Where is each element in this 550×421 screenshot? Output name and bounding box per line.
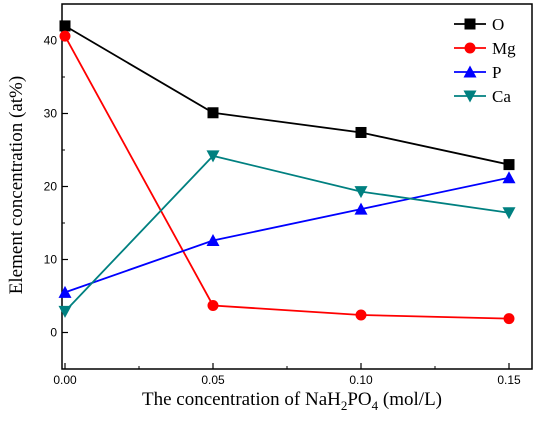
- legend-entry-ca: Ca: [454, 87, 511, 106]
- legend-label: O: [492, 15, 504, 34]
- x-tick-label: 0.10: [349, 373, 373, 387]
- series-mg: [59, 30, 515, 325]
- series-ca: [58, 150, 516, 318]
- y-axis-title: Element concentration (at%): [6, 76, 27, 294]
- x-title-sub: 2: [341, 398, 348, 413]
- x-title-part: (mol/L): [378, 389, 442, 410]
- data-point-o: [503, 159, 515, 171]
- data-point-p: [206, 234, 220, 247]
- data-point-p: [502, 171, 516, 184]
- data-point-p: [354, 202, 368, 215]
- x-tick-label: 0.00: [53, 373, 77, 387]
- x-tick-label: 0.05: [201, 373, 225, 387]
- y-tick-label: 20: [44, 180, 58, 194]
- data-point-ca: [354, 186, 368, 199]
- x-title-part: PO: [347, 389, 371, 410]
- data-point-p: [58, 285, 72, 298]
- data-point-ca: [58, 305, 72, 318]
- legend-label: Ca: [492, 87, 511, 106]
- legend-marker: [463, 90, 477, 103]
- y-tick-label: 10: [44, 253, 58, 267]
- data-point-o: [355, 126, 367, 138]
- series-line-p: [64, 176, 510, 294]
- data-point-mg: [355, 309, 367, 321]
- y-tick-label: 40: [44, 34, 58, 48]
- legend-marker: [463, 65, 477, 78]
- legend-label: Mg: [492, 39, 516, 58]
- legend-entry-o: O: [454, 15, 504, 34]
- x-tick-label: 0.15: [497, 373, 521, 387]
- data-point-o: [59, 20, 71, 32]
- x-title-part: The concentration of NaH: [142, 389, 341, 410]
- legend-marker: [464, 42, 476, 54]
- data-point-mg: [207, 299, 219, 311]
- data-point-mg: [503, 313, 515, 325]
- y-tick-label: 0: [50, 326, 57, 340]
- series-o: [59, 20, 515, 171]
- y-tick-label: 30: [44, 107, 58, 121]
- data-point-ca: [206, 150, 220, 163]
- series-line-mg: [64, 35, 510, 320]
- data-point-o: [207, 107, 219, 119]
- legend-marker: [464, 18, 476, 30]
- x-axis-title: The concentration of NaH2PO4 (mol/L): [142, 389, 442, 413]
- legend-entry-p: P: [454, 63, 501, 82]
- plot-frame: [61, 3, 533, 370]
- series-line-ca: [64, 154, 510, 312]
- data-point-ca: [502, 207, 516, 220]
- series-line-o: [64, 25, 510, 166]
- series-p: [58, 171, 516, 298]
- x-title-sub: 4: [372, 398, 379, 413]
- legend-entry-mg: Mg: [454, 39, 516, 58]
- legend-label: P: [492, 63, 501, 82]
- data-point-mg: [59, 30, 71, 42]
